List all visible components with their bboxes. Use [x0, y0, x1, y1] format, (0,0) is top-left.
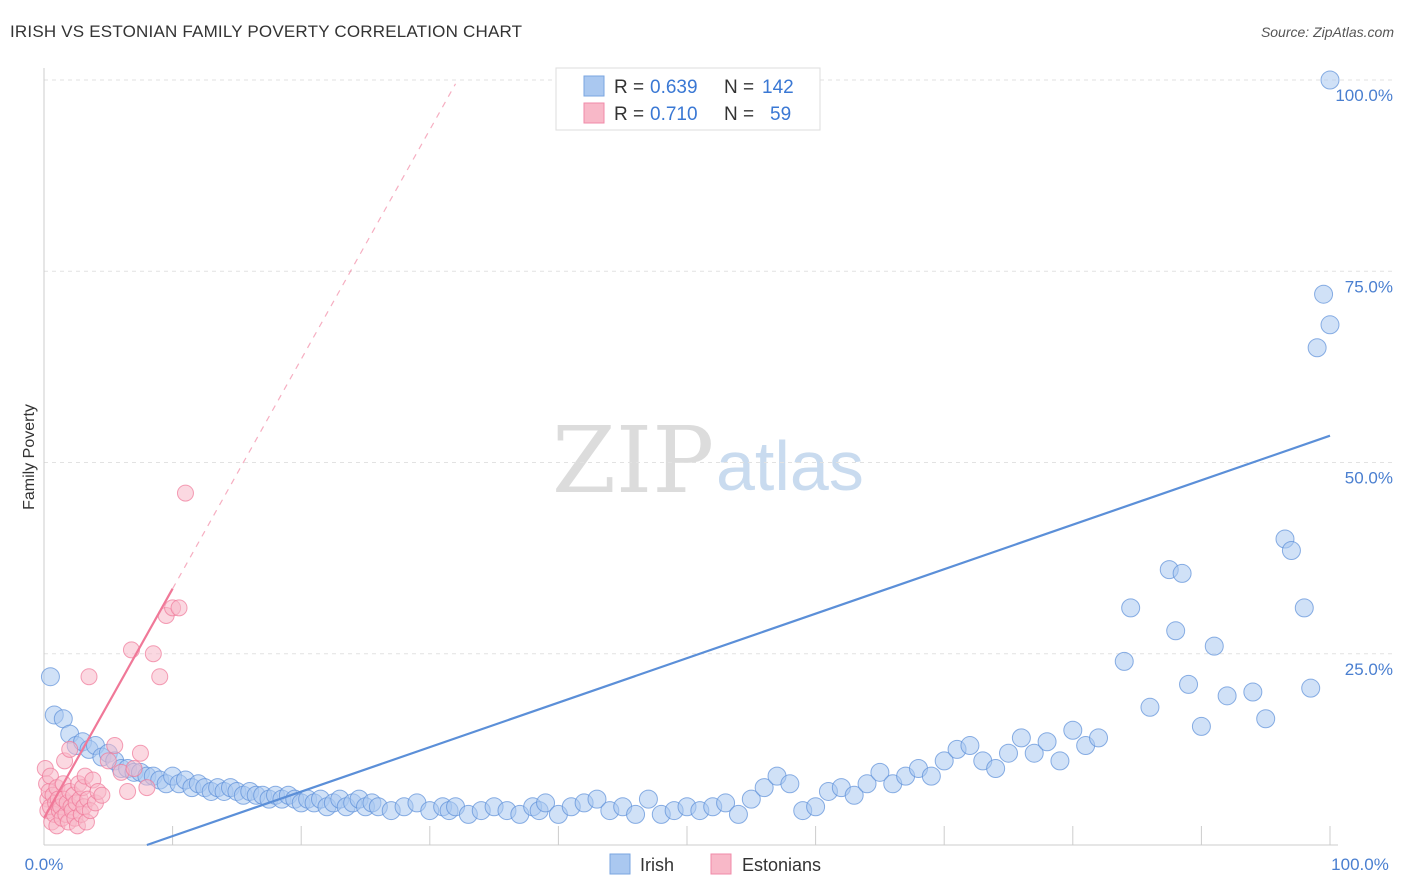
bottom-legend: Irish Estonians	[609, 853, 821, 875]
bottom-legend-swatch-irish	[609, 853, 631, 875]
legend-r-value-estonians: 0.710	[650, 104, 698, 125]
irish-point	[1320, 315, 1340, 335]
x-ticks	[43, 826, 1331, 845]
irish-point	[1024, 743, 1044, 763]
bottom-legend-swatch-estonians	[710, 853, 732, 875]
legend-swatch-estonians	[583, 102, 605, 124]
irish-point	[1172, 563, 1192, 583]
irish-point	[1011, 728, 1031, 748]
irish-point	[1281, 540, 1301, 560]
estonians-point	[61, 740, 79, 758]
estonians-point	[93, 786, 111, 804]
estonians-point	[80, 668, 98, 686]
irish-point	[1063, 720, 1083, 740]
x-tick-label-min: 0.0%	[25, 855, 64, 874]
irish-point	[1050, 751, 1070, 771]
irish-point	[1191, 716, 1211, 736]
estonians-point	[119, 782, 137, 800]
legend-r-label-irish: R =	[614, 77, 644, 98]
estonians-point	[138, 779, 156, 797]
irish-point	[536, 793, 556, 813]
irish-point	[1089, 728, 1109, 748]
irish-point	[1307, 338, 1327, 358]
watermark-zip: ZIP	[552, 407, 714, 514]
irish-point	[1320, 70, 1340, 90]
bottom-legend-estonians: Estonians	[742, 855, 821, 875]
legend-n-label-irish: N =	[724, 77, 754, 98]
irish-point	[1114, 651, 1134, 671]
data-points	[36, 70, 1340, 835]
legend-swatch-irish	[583, 75, 605, 97]
irish-point	[1179, 674, 1199, 694]
y-tick-label: 25.0%	[1345, 660, 1393, 679]
irish-point	[960, 736, 980, 756]
irish-point	[999, 743, 1018, 763]
irish-point	[1243, 682, 1263, 702]
irish-point	[626, 804, 646, 824]
irish-point	[921, 766, 941, 786]
bottom-legend-irish: Irish	[640, 855, 674, 875]
irish-point	[1037, 732, 1057, 752]
irish-point	[1314, 284, 1334, 304]
irish-point	[716, 793, 736, 813]
estonians-point	[106, 737, 124, 755]
grid-lines	[44, 79, 1393, 655]
trend-lines	[43, 83, 1331, 847]
irish-point	[934, 751, 954, 771]
irish-point	[754, 778, 774, 798]
irish-point	[728, 804, 748, 824]
y-tick-label: 50.0%	[1345, 469, 1393, 488]
irish-point	[741, 789, 761, 809]
legend: R = 0.639 N = 142 R = 0.710 N = 59	[555, 67, 821, 131]
irish-point	[1204, 636, 1224, 656]
estonians-trend-line	[43, 588, 174, 819]
irish-point	[1121, 598, 1141, 618]
estonians-point	[144, 645, 162, 663]
y-tick-label: 100.0%	[1335, 86, 1393, 105]
irish-point	[806, 797, 826, 817]
y-tick-labels: 25.0% 50.0% 75.0% 100.0%	[1335, 86, 1393, 679]
irish-point	[1256, 709, 1276, 729]
irish-point	[638, 789, 658, 809]
watermark-atlas: atlas	[716, 427, 864, 505]
chart-title: IRISH VS ESTONIAN FAMILY POVERTY CORRELA…	[10, 22, 523, 41]
irish-point	[1294, 598, 1314, 618]
irish-point	[870, 762, 890, 782]
legend-n-value-irish: 142	[762, 77, 794, 98]
irish-point	[1301, 678, 1321, 698]
irish-trend-line	[146, 434, 1331, 847]
legend-n-value-estonians: 59	[770, 104, 791, 125]
estonians-point	[125, 760, 143, 777]
legend-r-value-irish: 0.639	[650, 77, 698, 98]
estonians-point	[151, 668, 169, 686]
irish-point	[986, 759, 1006, 778]
y-axis-label: Family Poverty	[21, 404, 38, 510]
irish-point	[40, 667, 60, 687]
irish-point	[857, 774, 877, 794]
irish-point	[587, 789, 607, 809]
irish-point	[1140, 697, 1160, 717]
legend-n-label-estonians: N =	[724, 104, 754, 125]
irish-point	[1217, 686, 1237, 706]
irish-point	[780, 774, 800, 794]
irish-point	[844, 785, 864, 805]
axes	[43, 68, 1338, 846]
x-tick-label-max: 100.0%	[1331, 855, 1389, 874]
source-label: Source: ZipAtlas.com	[1260, 24, 1394, 40]
estonians-point	[170, 599, 188, 617]
estonians-point	[176, 484, 194, 502]
y-tick-label: 75.0%	[1345, 277, 1393, 296]
estonians-point	[131, 744, 149, 762]
irish-point	[1166, 621, 1186, 641]
legend-r-label-estonians: R =	[614, 104, 644, 125]
estonians-point	[99, 752, 117, 770]
estonians-trend-extension	[172, 83, 457, 590]
